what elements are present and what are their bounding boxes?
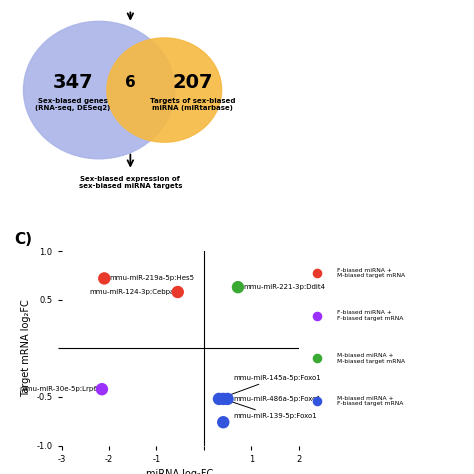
Point <box>98 385 106 393</box>
Point <box>313 269 321 277</box>
Point <box>215 395 223 403</box>
Text: mmu-miR-219a-5p:Hes5: mmu-miR-219a-5p:Hes5 <box>109 275 194 282</box>
Point <box>219 395 227 403</box>
Text: M-biased miRNA +
M-biased target mRNA: M-biased miRNA + M-biased target mRNA <box>337 353 406 364</box>
Point <box>313 397 321 405</box>
Text: mmu-miR-145a-5p:Foxo1: mmu-miR-145a-5p:Foxo1 <box>221 374 321 398</box>
Text: Targets of sex-biased
miRNA (miRtarbase): Targets of sex-biased miRNA (miRtarbase) <box>150 98 236 111</box>
Text: mmu-miR-139-5p:Foxo1: mmu-miR-139-5p:Foxo1 <box>226 400 317 419</box>
Point <box>219 419 227 426</box>
Point <box>313 312 321 319</box>
Text: mmu-miR-30e-5p:Lrp6: mmu-miR-30e-5p:Lrp6 <box>19 386 98 392</box>
Text: M-biased miRNA +
F-biased target mRNA: M-biased miRNA + F-biased target mRNA <box>337 396 404 406</box>
Text: F-biased miRNA +
M-biased target mRNA: F-biased miRNA + M-biased target mRNA <box>337 268 406 278</box>
Text: mmu-miR-486a-5p:Foxo1: mmu-miR-486a-5p:Foxo1 <box>233 396 321 402</box>
Point <box>234 283 242 291</box>
Circle shape <box>107 38 222 142</box>
Text: mmu-miR-124-3p:Cebpa: mmu-miR-124-3p:Cebpa <box>89 289 174 295</box>
Text: 6: 6 <box>125 75 136 91</box>
Text: 347: 347 <box>53 73 93 92</box>
Point <box>174 288 182 296</box>
Y-axis label: Target mRNA log₂FC: Target mRNA log₂FC <box>21 300 31 397</box>
Text: mmu-miR-221-3p:Ddit4: mmu-miR-221-3p:Ddit4 <box>244 284 326 290</box>
Point <box>224 395 231 403</box>
Text: F-biased miRNA +
F-biased target mRNA: F-biased miRNA + F-biased target mRNA <box>337 310 404 321</box>
Circle shape <box>23 21 175 159</box>
Point <box>313 355 321 362</box>
Point <box>100 274 108 282</box>
Text: 207: 207 <box>173 73 213 92</box>
Text: Sex-biased expression of
sex-biased miRNA targets: Sex-biased expression of sex-biased miRN… <box>79 176 182 189</box>
X-axis label: miRNA log₂FC: miRNA log₂FC <box>146 469 214 474</box>
Text: C): C) <box>14 232 32 247</box>
Text: Sex-biased genes
(RNA-seq, DESeq2): Sex-biased genes (RNA-seq, DESeq2) <box>36 98 110 111</box>
